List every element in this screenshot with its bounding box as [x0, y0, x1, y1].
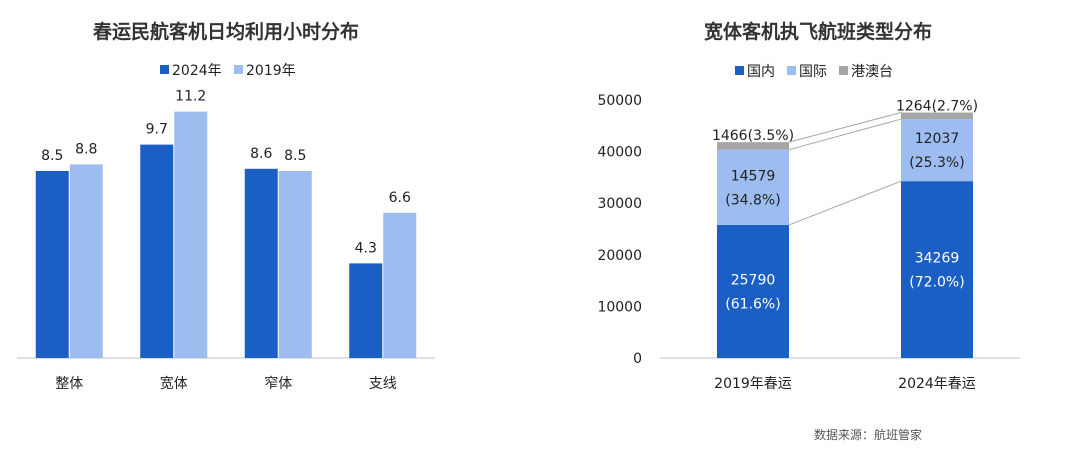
data-label-整体-2024年: 8.5 — [41, 148, 63, 164]
x-tick-2019年春运: 2019年春运 — [714, 376, 792, 392]
legend-label-2019年: 2019年 — [246, 63, 296, 79]
chart-1-title: 春运民航客机日均利用小时分布 — [93, 20, 359, 43]
data-label-宽体-2024年: 9.7 — [146, 122, 168, 138]
data-label-2019年春运-港澳台: 1466(3.5%) — [712, 128, 794, 144]
connector-line-港澳台 — [788, 112, 902, 143]
bar-segment-2024年春运-国内 — [901, 181, 973, 358]
legend-swatch-2024年 — [160, 65, 169, 74]
data-label-2019年春运-国内-0: 25790 — [731, 272, 776, 288]
bar-segment-2019年春运-国内 — [717, 224, 789, 358]
y-tick-50000: 50000 — [597, 93, 642, 109]
legend-label-国际: 国际 — [799, 64, 827, 80]
chart-1-legend: 2024年 2019年 — [160, 63, 296, 79]
y-tick-40000: 40000 — [597, 145, 642, 161]
chart-2-legend: 国内 国际 港澳台 — [735, 64, 893, 80]
bar-宽体-2024年 — [140, 144, 174, 358]
y-tick-20000: 20000 — [597, 248, 642, 264]
y-tick-30000: 30000 — [597, 196, 642, 212]
data-label-整体-2019年: 8.8 — [75, 141, 97, 157]
y-tick-0: 0 — [633, 351, 642, 367]
data-label-2024年春运-国内-0: 34269 — [915, 251, 960, 267]
connector-line-国内 — [788, 180, 902, 226]
bar-窄体-2024年 — [244, 168, 278, 358]
legend-swatch-2019年 — [234, 65, 243, 74]
bar-segment-2019年春运-国际 — [717, 149, 789, 225]
bar-整体-2024年 — [35, 171, 69, 358]
x-tick-窄体: 窄体 — [264, 375, 292, 392]
data-label-2024年春运-国内-1: (72.0%) — [909, 275, 964, 291]
data-label-宽体-2019年: 11.2 — [175, 89, 206, 105]
data-label-2024年春运-港澳台: 1264(2.7%) — [896, 99, 978, 115]
bar-支线-2019年 — [383, 212, 417, 358]
data-label-2024年春运-国际-0: 12037 — [915, 131, 960, 147]
data-label-支线-2019年: 6.6 — [389, 190, 411, 206]
data-label-2019年春运-国际-1: (34.8%) — [725, 192, 780, 208]
x-tick-整体: 整体 — [55, 376, 83, 392]
bar-segment-2019年春运-港澳台 — [717, 142, 789, 150]
data-label-支线-2024年: 4.3 — [355, 240, 377, 256]
connector-line-国际 — [788, 118, 902, 151]
bar-整体-2019年 — [69, 164, 103, 358]
bar-segment-2024年春运-国际 — [901, 119, 973, 182]
chart-1-group: 春运民航客机日均利用小时分布 2024年 2019年 8.5 8.8 整体 9.7 11.2 宽… — [17, 20, 435, 392]
legend-swatch-港澳台 — [839, 66, 848, 75]
bar-支线-2024年 — [349, 263, 383, 358]
data-label-窄体-2019年: 8.5 — [284, 148, 306, 164]
x-tick-2024年春运: 2024年春运 — [898, 376, 976, 392]
y-tick-10000: 10000 — [597, 299, 642, 315]
legend-label-国内: 国内 — [747, 64, 775, 80]
data-label-2024年春运-国际-1: (25.3%) — [909, 155, 964, 171]
data-label-2019年春运-国际-0: 14579 — [731, 168, 776, 184]
chart-2-title: 宽体客机执飞航班类型分布 — [704, 20, 932, 43]
legend-swatch-国际 — [787, 66, 796, 75]
bar-segment-2024年春运-港澳台 — [901, 112, 973, 120]
bar-宽体-2019年 — [174, 111, 208, 358]
data-label-2019年春运-国内-1: (61.6%) — [725, 296, 780, 312]
x-tick-宽体: 宽体 — [160, 375, 188, 392]
bar-窄体-2019年 — [278, 171, 312, 358]
legend-label-2024年: 2024年 — [172, 63, 222, 79]
x-tick-支线: 支线 — [369, 376, 397, 392]
legend-label-港澳台: 港澳台 — [851, 64, 893, 80]
source-note: 数据来源：航班管家 — [814, 427, 922, 442]
legend-swatch-国内 — [735, 66, 744, 75]
data-label-窄体-2024年: 8.6 — [250, 146, 272, 162]
